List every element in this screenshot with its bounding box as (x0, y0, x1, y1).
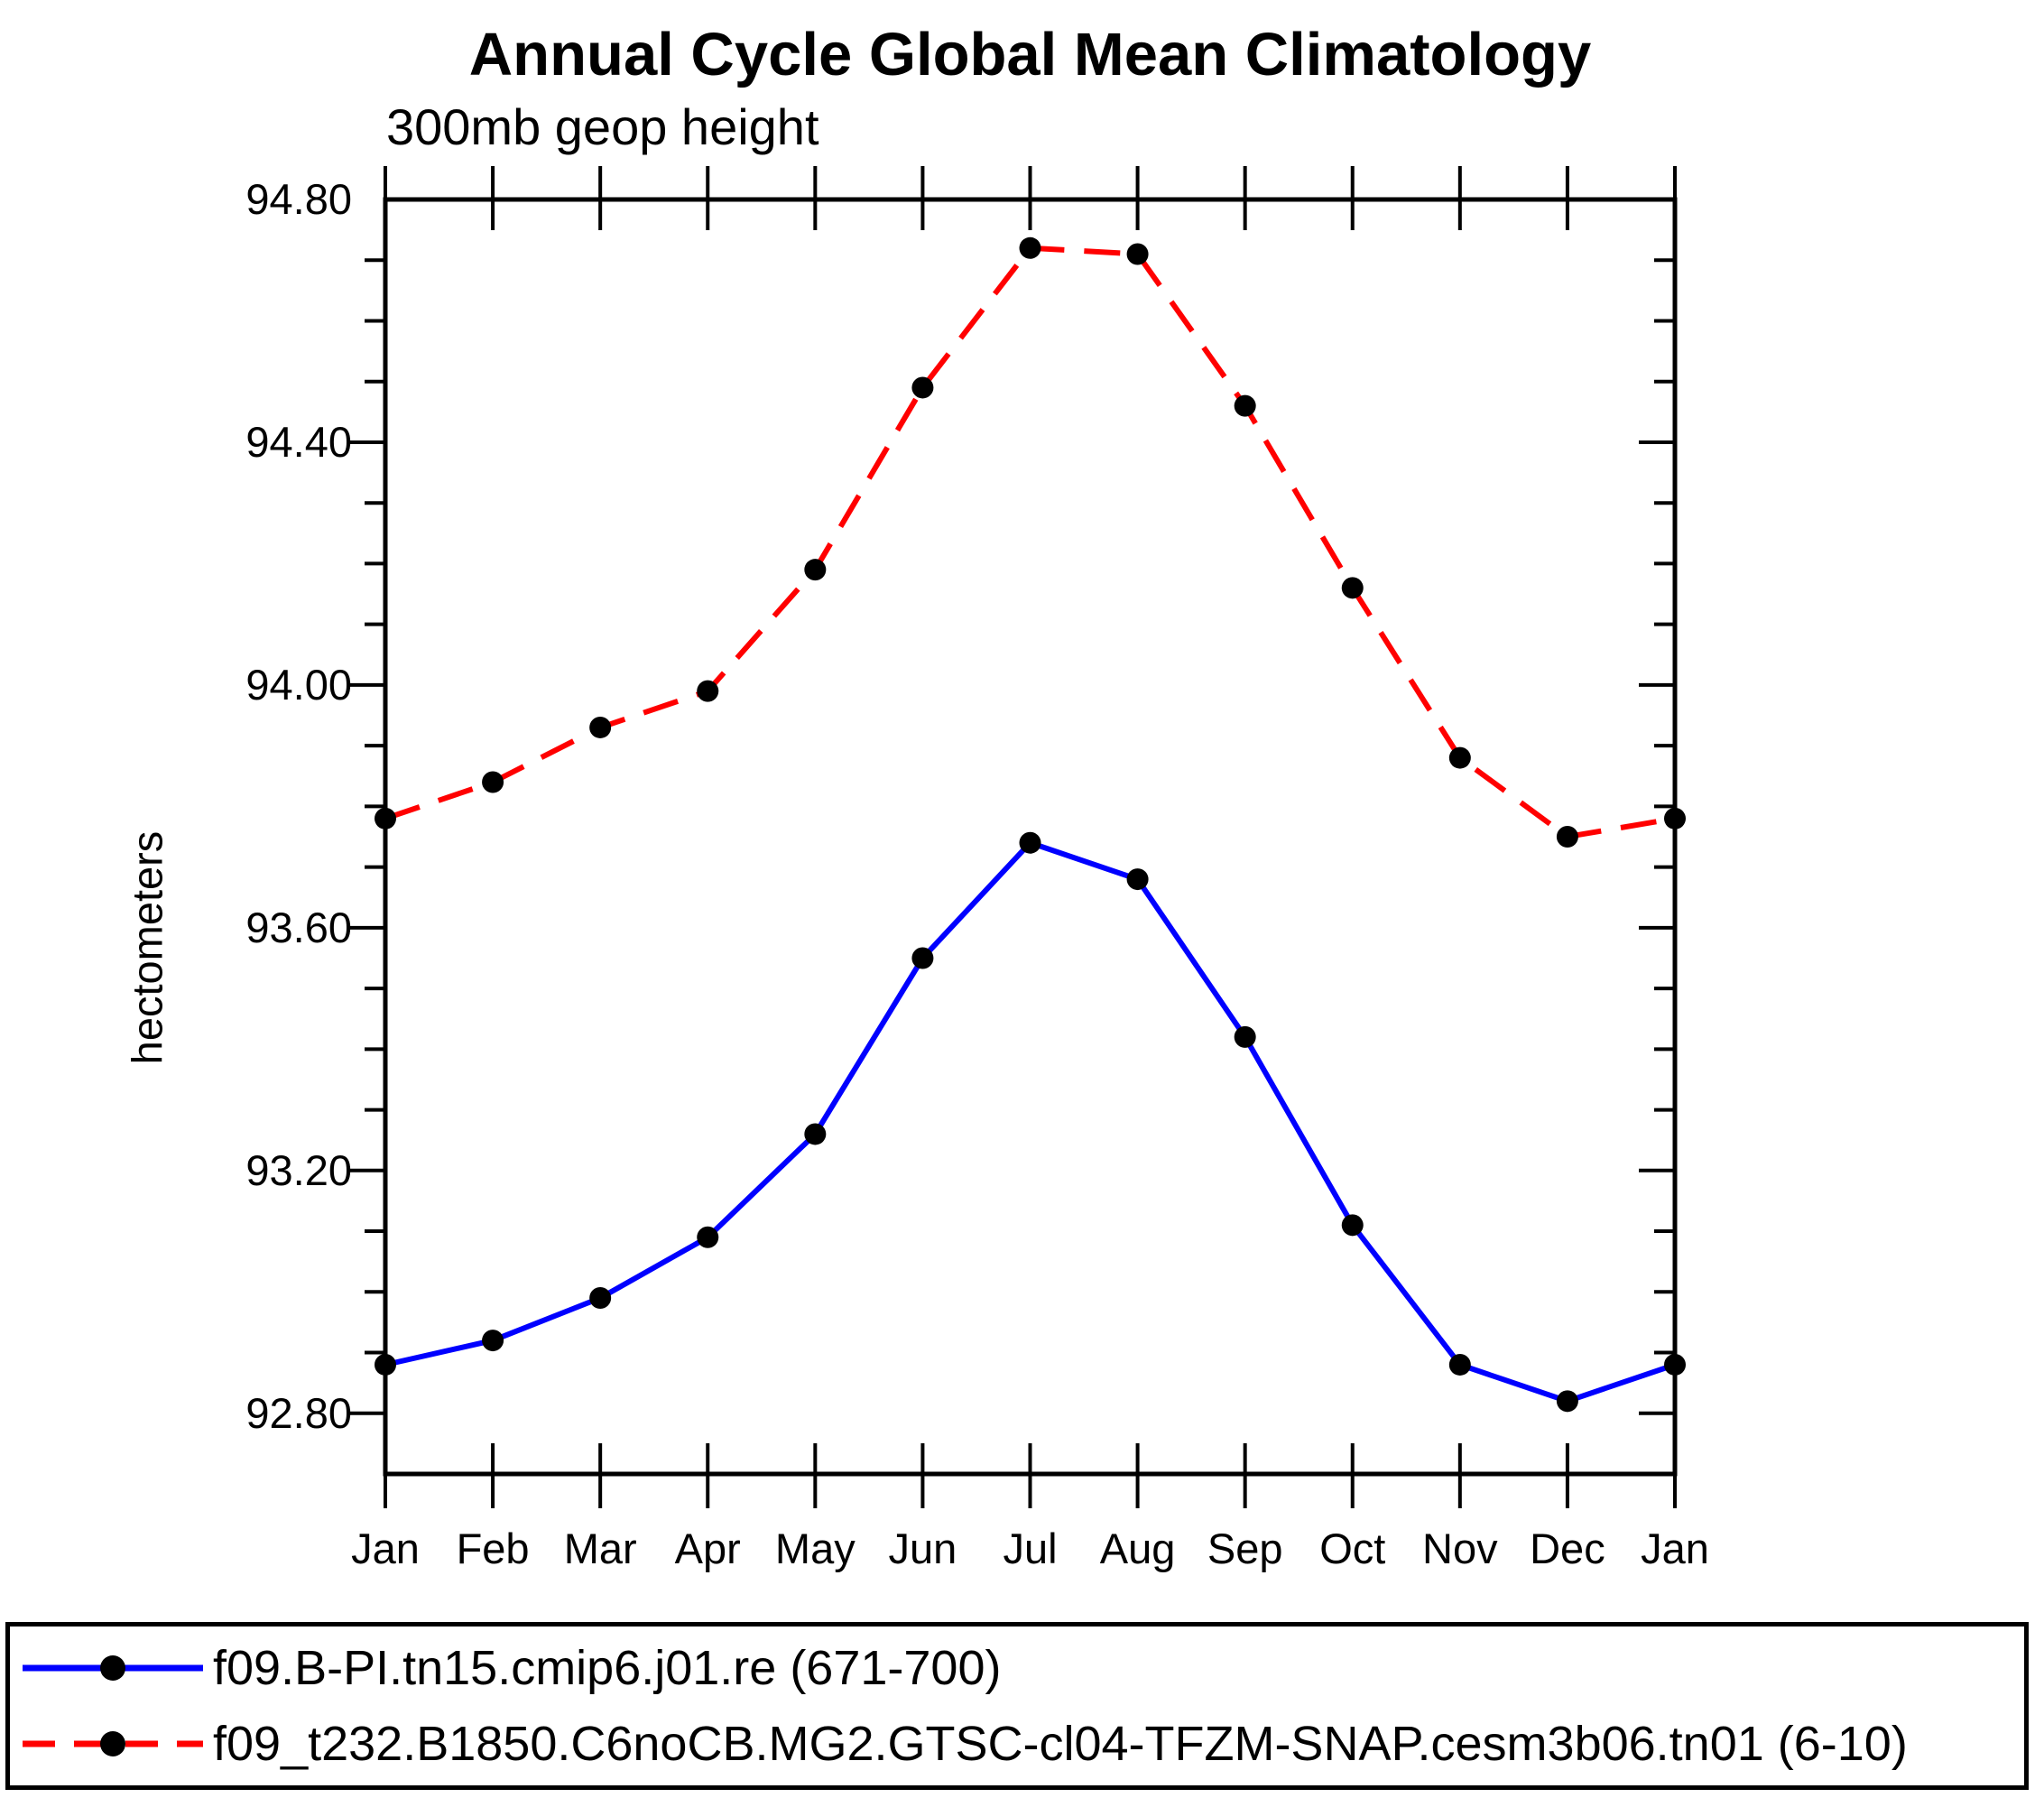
data-point-marker (697, 1226, 719, 1248)
data-point-marker (1341, 577, 1364, 599)
legend-item: f09.B-PI.tn15.cmip6.j01.re (671-700) (17, 1641, 1001, 1695)
series-line-0 (384, 839, 1676, 1404)
data-point-marker (1664, 1353, 1686, 1376)
legend-item-label: f09.B-PI.tn15.cmip6.j01.re (671-700) (213, 1641, 1002, 1695)
data-point-marker (589, 1287, 612, 1310)
y-tick-label: 94.00 (245, 661, 352, 709)
data-point-marker (804, 1123, 827, 1145)
data-point-marker (1126, 868, 1149, 891)
x-tick-label: Aug (1100, 1525, 1176, 1572)
x-tick-label: Sep (1207, 1525, 1283, 1572)
x-tick-label: May (775, 1525, 856, 1572)
x-tick-label: Mar (564, 1525, 637, 1572)
data-point-marker (804, 559, 827, 581)
data-point-marker (589, 716, 612, 738)
data-point-marker (911, 947, 934, 969)
data-point-marker (1019, 236, 1041, 259)
x-tick-label: Feb (457, 1525, 530, 1572)
data-point-marker (1234, 1025, 1256, 1048)
legend-line-sample-solid (23, 1655, 203, 1681)
legend-item-label: f09_t232.B1850.C6noCB.MG2.GTSC-cl04-TFZM… (213, 1717, 1908, 1771)
chart-title: Annual Cycle Global Mean Climatology (468, 21, 1592, 88)
plot-border (383, 197, 1678, 1477)
data-point-marker (482, 771, 504, 793)
data-point-marker (697, 680, 719, 702)
x-tick-label: Oct (1319, 1525, 1385, 1572)
series-line-1 (384, 245, 1676, 840)
data-point-marker (911, 376, 934, 399)
data-point-marker (1448, 1353, 1471, 1376)
data-point-marker (375, 807, 396, 829)
x-tick-label: Jan (1641, 1525, 1709, 1572)
x-tick-label: Apr (675, 1525, 741, 1572)
legend-marker-icon (100, 1655, 125, 1681)
data-point-marker (1126, 243, 1149, 265)
y-tick-label: 94.80 (245, 175, 352, 223)
data-point-marker (375, 1353, 396, 1376)
data-point-marker (1556, 1390, 1578, 1413)
y-tick-label: 93.60 (245, 904, 352, 951)
legend-line-sample-dashed (23, 1731, 203, 1756)
data-point-marker (1341, 1214, 1364, 1237)
x-tick-label: Jul (1003, 1525, 1057, 1572)
chart-subtitle: 300mb geop height (386, 98, 819, 155)
data-point-marker (1556, 826, 1578, 848)
legend-marker-icon (100, 1731, 125, 1756)
data-point-marker (482, 1330, 504, 1352)
y-tick-label: 93.20 (245, 1146, 352, 1194)
x-tick-label: Jan (351, 1525, 420, 1572)
data-point-marker (1234, 394, 1256, 417)
x-tick-label: Jun (889, 1525, 957, 1572)
x-tick-label: Dec (1530, 1525, 1605, 1572)
data-point-marker (1664, 807, 1686, 829)
legend-item: f09_t232.B1850.C6noCB.MG2.GTSC-cl04-TFZM… (17, 1717, 1908, 1771)
x-tick-label: Nov (1422, 1525, 1498, 1572)
y-tick-label: 92.80 (245, 1389, 352, 1437)
data-point-marker (1019, 831, 1041, 854)
y-tick-label: 94.40 (245, 418, 352, 466)
legend: f09.B-PI.tn15.cmip6.j01.re (671-700) f09… (5, 1622, 2029, 1790)
data-point-marker (1448, 746, 1471, 769)
